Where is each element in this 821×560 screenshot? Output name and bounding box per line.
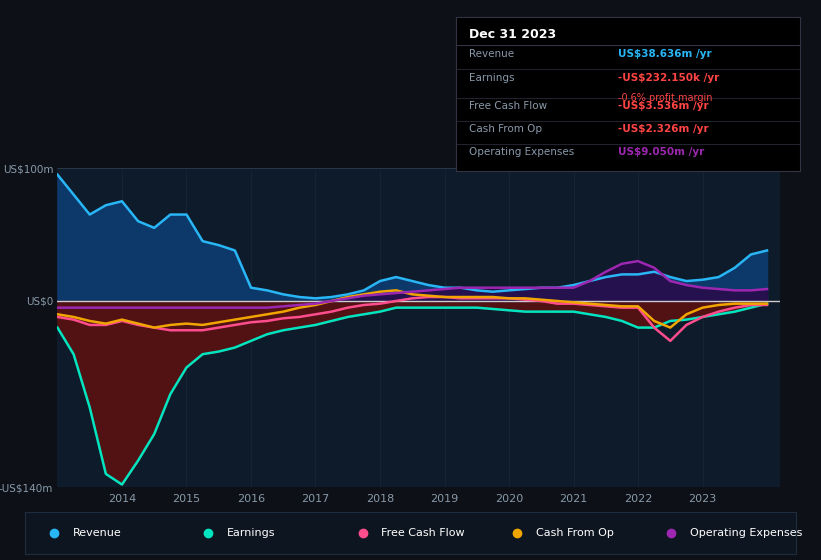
Text: Operating Expenses: Operating Expenses [470, 147, 575, 157]
Text: Cash From Op: Cash From Op [470, 124, 543, 134]
Text: -US$232.150k /yr: -US$232.150k /yr [617, 73, 719, 83]
Text: Revenue: Revenue [72, 529, 122, 538]
Text: -US$2.326m /yr: -US$2.326m /yr [617, 124, 709, 134]
Text: Earnings: Earnings [470, 73, 515, 83]
Text: -0.6% profit margin: -0.6% profit margin [617, 93, 713, 103]
Text: Dec 31 2023: Dec 31 2023 [470, 27, 557, 40]
Text: Cash From Op: Cash From Op [535, 529, 613, 538]
Text: US$9.050m /yr: US$9.050m /yr [617, 147, 704, 157]
Text: Operating Expenses: Operating Expenses [690, 529, 802, 538]
Text: Revenue: Revenue [470, 49, 515, 59]
Text: Earnings: Earnings [227, 529, 275, 538]
Text: US$38.636m /yr: US$38.636m /yr [617, 49, 711, 59]
Text: Free Cash Flow: Free Cash Flow [470, 101, 548, 111]
Text: Free Cash Flow: Free Cash Flow [381, 529, 465, 538]
Text: -US$3.536m /yr: -US$3.536m /yr [617, 101, 709, 111]
